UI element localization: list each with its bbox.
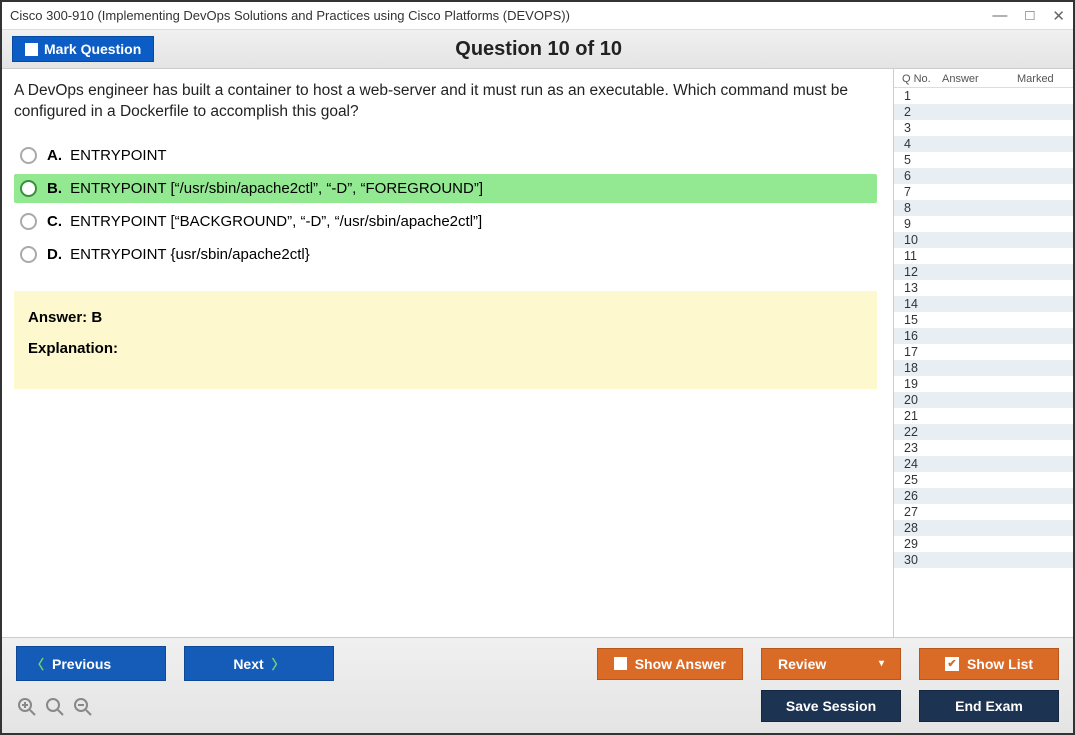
qlist-row[interactable]: 27 xyxy=(894,504,1073,520)
option-row[interactable]: D. ENTRYPOINT {usr/sbin/apache2ctl} xyxy=(14,240,877,269)
option-text: B. ENTRYPOINT [“/usr/sbin/apache2ctl”, “… xyxy=(47,180,483,197)
chevron-down-icon: ▾ xyxy=(879,658,884,669)
qlist-row[interactable]: 29 xyxy=(894,536,1073,552)
answer-label: Answer: B xyxy=(28,309,863,326)
next-button[interactable]: Next 〉 xyxy=(184,646,334,681)
qlist-row[interactable]: 17 xyxy=(894,344,1073,360)
qlist-row[interactable]: 30 xyxy=(894,552,1073,568)
qlist-row[interactable]: 20 xyxy=(894,392,1073,408)
qlist-header: Q No. Answer Marked xyxy=(894,69,1073,88)
next-label: Next xyxy=(233,656,263,672)
header-bar: Mark Question Question 10 of 10 xyxy=(2,30,1073,69)
qlist-row[interactable]: 22 xyxy=(894,424,1073,440)
qlist-row[interactable]: 6 xyxy=(894,168,1073,184)
option-text: C. ENTRYPOINT [“BACKGROUND”, “-D”, “/usr… xyxy=(47,213,482,230)
qlist-row[interactable]: 23 xyxy=(894,440,1073,456)
qlist-row[interactable]: 11 xyxy=(894,248,1073,264)
qlist-row[interactable]: 15 xyxy=(894,312,1073,328)
qlist-row[interactable]: 3 xyxy=(894,120,1073,136)
qlist-row[interactable]: 10 xyxy=(894,232,1073,248)
option-letter: D. xyxy=(47,246,62,263)
question-counter: Question 10 of 10 xyxy=(14,38,1063,61)
show-list-button[interactable]: ✔ Show List xyxy=(919,648,1059,680)
qlist-row[interactable]: 28 xyxy=(894,520,1073,536)
answer-box: Answer: B Explanation: xyxy=(14,291,877,389)
header-qno: Q No. xyxy=(902,73,942,85)
titlebar: Cisco 300-910 (Implementing DevOps Solut… xyxy=(2,2,1073,30)
window-controls: — □ ✕ xyxy=(992,7,1065,25)
question-text: A DevOps engineer has built a container … xyxy=(14,81,877,123)
explanation-label: Explanation: xyxy=(28,340,863,357)
end-exam-button[interactable]: End Exam xyxy=(919,690,1059,722)
radio-icon xyxy=(20,246,37,263)
option-row[interactable]: A. ENTRYPOINT xyxy=(14,141,877,170)
qlist-row[interactable]: 13 xyxy=(894,280,1073,296)
end-exam-label: End Exam xyxy=(955,698,1023,714)
option-letter: B. xyxy=(47,180,62,197)
header-answer: Answer xyxy=(942,73,1017,85)
button-row: 〈 Previous Next 〉 Show Answer Review ▾ ✔… xyxy=(16,646,1059,681)
maximize-icon[interactable]: □ xyxy=(1025,7,1034,25)
qlist-row[interactable]: 24 xyxy=(894,456,1073,472)
qlist-row[interactable]: 14 xyxy=(894,296,1073,312)
zoom-controls xyxy=(16,697,94,723)
option-row[interactable]: C. ENTRYPOINT [“BACKGROUND”, “-D”, “/usr… xyxy=(14,207,877,236)
footer: 〈 Previous Next 〉 Show Answer Review ▾ ✔… xyxy=(2,637,1073,733)
zoom-reset-icon[interactable] xyxy=(44,697,66,723)
qlist-row[interactable]: 19 xyxy=(894,376,1073,392)
option-row[interactable]: B. ENTRYPOINT [“/usr/sbin/apache2ctl”, “… xyxy=(14,174,877,203)
chevron-right-icon: 〉 xyxy=(272,654,285,673)
qlist-row[interactable]: 7 xyxy=(894,184,1073,200)
question-list-panel: Q No. Answer Marked 12345678910111213141… xyxy=(893,69,1073,637)
show-answer-button[interactable]: Show Answer xyxy=(597,648,743,680)
chevron-left-icon: 〈 xyxy=(31,654,44,673)
option-text: A. ENTRYPOINT xyxy=(47,147,167,164)
review-label: Review xyxy=(778,656,826,672)
options-list: A. ENTRYPOINT B. ENTRYPOINT [“/usr/sbin/a… xyxy=(14,141,877,269)
qlist-row[interactable]: 21 xyxy=(894,408,1073,424)
save-session-button[interactable]: Save Session xyxy=(761,690,901,722)
zoom-in-icon[interactable] xyxy=(16,697,38,723)
qlist-row[interactable]: 8 xyxy=(894,200,1073,216)
close-icon[interactable]: ✕ xyxy=(1052,7,1065,25)
option-text: D. ENTRYPOINT {usr/sbin/apache2ctl} xyxy=(47,246,310,263)
save-session-label: Save Session xyxy=(786,698,876,714)
review-button[interactable]: Review ▾ xyxy=(761,648,901,680)
qlist-row[interactable]: 12 xyxy=(894,264,1073,280)
qlist-row[interactable]: 9 xyxy=(894,216,1073,232)
qlist-row[interactable]: 26 xyxy=(894,488,1073,504)
body: A DevOps engineer has built a container … xyxy=(2,69,1073,637)
checked-icon: ✔ xyxy=(945,657,959,671)
app-window: Cisco 300-910 (Implementing DevOps Solut… xyxy=(0,0,1075,735)
option-letter: C. xyxy=(47,213,62,230)
previous-button[interactable]: 〈 Previous xyxy=(16,646,166,681)
previous-label: Previous xyxy=(52,656,111,672)
show-answer-label: Show Answer xyxy=(635,656,726,672)
button-row-2: Save Session End Exam xyxy=(16,689,1059,723)
qlist-row[interactable]: 2 xyxy=(894,104,1073,120)
qlist-row[interactable]: 4 xyxy=(894,136,1073,152)
qlist-row[interactable]: 16 xyxy=(894,328,1073,344)
qlist-body[interactable]: 1234567891011121314151617181920212223242… xyxy=(894,88,1073,637)
radio-icon xyxy=(20,147,37,164)
radio-icon xyxy=(20,180,37,197)
minimize-icon[interactable]: — xyxy=(992,7,1007,25)
radio-icon xyxy=(20,213,37,230)
qlist-row[interactable]: 18 xyxy=(894,360,1073,376)
qlist-row[interactable]: 1 xyxy=(894,88,1073,104)
show-list-label: Show List xyxy=(967,656,1033,672)
option-letter: A. xyxy=(47,147,62,164)
header-marked: Marked xyxy=(1017,73,1067,85)
question-panel: A DevOps engineer has built a container … xyxy=(2,69,893,637)
qlist-row[interactable]: 25 xyxy=(894,472,1073,488)
checkbox-icon xyxy=(614,657,627,670)
qlist-row[interactable]: 5 xyxy=(894,152,1073,168)
zoom-out-icon[interactable] xyxy=(72,697,94,723)
window-title: Cisco 300-910 (Implementing DevOps Solut… xyxy=(10,8,992,23)
